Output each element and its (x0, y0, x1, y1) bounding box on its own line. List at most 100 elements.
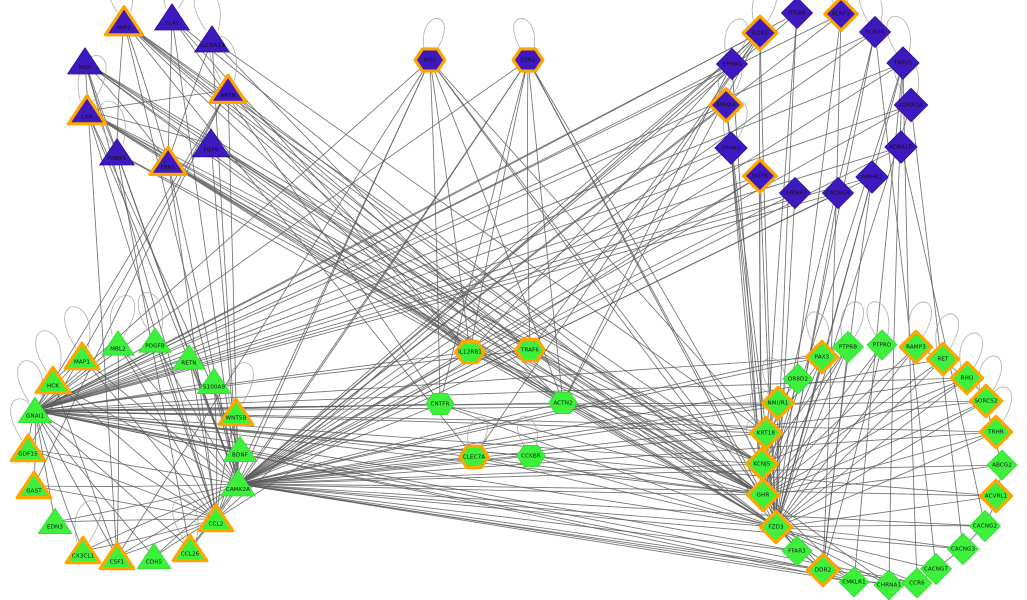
graph-node-pdgfb[interactable] (138, 327, 172, 353)
graph-node-cmklr1[interactable] (838, 566, 870, 598)
edge (775, 525, 986, 528)
graph-node-esr2[interactable] (511, 47, 545, 73)
graph-node-plat[interactable] (154, 3, 190, 31)
graph-node-scn3b[interactable] (859, 15, 891, 48)
graph-node-adra1d[interactable] (884, 130, 918, 164)
edge (237, 402, 564, 485)
graph-node-fzd3[interactable] (758, 509, 794, 545)
graph-node-ptprb[interactable] (832, 330, 864, 364)
edge (86, 110, 471, 353)
graph-node-pax3[interactable] (804, 339, 840, 375)
graph-node-hck[interactable] (34, 365, 72, 395)
graph-node-rho[interactable] (949, 360, 985, 396)
edge (469, 351, 764, 496)
graph-node-chrna7[interactable] (779, 176, 811, 210)
graph-node-map1[interactable] (63, 341, 101, 371)
graph-node-ffar3[interactable] (781, 535, 813, 567)
graph-node-irs1[interactable] (413, 47, 447, 73)
graph-node-ccl26[interactable] (171, 533, 209, 563)
graph-node-il12rb1[interactable] (454, 339, 486, 365)
graph-node-ccl2[interactable] (197, 503, 235, 533)
graph-node-s100a9[interactable] (196, 367, 232, 395)
graph-node-amhr2[interactable] (855, 160, 889, 194)
graph-node-nmur1[interactable] (760, 385, 796, 421)
graph-node-cntfr[interactable] (425, 392, 455, 416)
graph-node-gdf15[interactable] (9, 433, 47, 463)
graph-node-fgf9[interactable] (192, 128, 230, 158)
graph-node-slc6a12[interactable] (194, 25, 230, 53)
graph-node-lxn[interactable] (66, 94, 108, 126)
edge (86, 110, 217, 520)
graph-node-artn[interactable] (208, 73, 248, 105)
edge (34, 12, 798, 412)
graph-node-or8d2[interactable] (782, 363, 814, 395)
graph-node-abcg2[interactable] (986, 449, 1018, 481)
self-loop-edge (17, 360, 44, 403)
edge (227, 89, 531, 351)
graph-node-ghr[interactable] (745, 477, 781, 513)
graph-node-cacng2[interactable] (969, 509, 1001, 542)
edge (775, 62, 904, 528)
graph-node-traf6[interactable] (514, 337, 546, 363)
graph-node-ccr6[interactable] (901, 567, 933, 599)
edge (237, 432, 767, 485)
graph-node-gast[interactable] (15, 470, 53, 500)
edge (33, 485, 217, 520)
graph-node-acvrl1[interactable] (978, 478, 1014, 514)
graph-node-csf1[interactable] (98, 541, 136, 571)
graph-node-ngfr[interactable] (742, 158, 778, 194)
graph-node-krt18[interactable] (748, 415, 784, 451)
graph-node-edn3[interactable] (37, 507, 73, 534)
edge (116, 59, 431, 558)
edge (775, 13, 842, 528)
graph-node-mgp[interactable] (67, 47, 103, 75)
edge (853, 62, 904, 583)
graph-node-epha5[interactable] (716, 48, 748, 80)
graph-node-ptpro[interactable] (866, 329, 898, 361)
graph-node-fbn1[interactable] (148, 145, 188, 176)
graph-node-mip2[interactable] (103, 5, 145, 37)
graph-node-adra1a[interactable] (893, 87, 929, 123)
self-loop-edge (959, 332, 983, 371)
graph-node-bdnf[interactable] (222, 435, 258, 463)
graph-node-epha3[interactable] (714, 131, 748, 165)
graph-node-fnbp1[interactable] (99, 138, 135, 166)
graph-node-tprv1[interactable] (886, 46, 920, 80)
graph-node-camk2a[interactable] (220, 469, 256, 497)
graph-node-cacng4[interactable] (822, 176, 854, 210)
node-label-layer: MIP2PLATSLC6A12MGPARTNLXNFNBP1FBN1FGF9IR… (18, 11, 1012, 589)
edge (34, 176, 873, 412)
graph-node-wnt5b[interactable] (217, 397, 255, 427)
edge (34, 410, 764, 496)
edge (562, 402, 764, 496)
graph-node-chrna1[interactable] (873, 569, 905, 600)
graph-node-cx3cl1[interactable] (64, 535, 102, 565)
edge (167, 161, 217, 520)
graph-node-itga8[interactable] (781, 0, 813, 30)
edge (211, 39, 767, 434)
graph-node-sorcs2[interactable] (968, 383, 1004, 419)
graph-node-epha4[interactable] (708, 87, 744, 123)
graph-node-ddr2[interactable] (805, 552, 841, 588)
edge (34, 31, 876, 412)
graph-node-trhr[interactable] (978, 414, 1014, 450)
graph-node-klrf1[interactable] (823, 0, 859, 32)
graph-node-gnai1[interactable] (17, 396, 53, 424)
graph-node-mbl2[interactable] (101, 330, 135, 356)
edge (237, 483, 764, 496)
node-layer[interactable] (9, 0, 1018, 600)
graph-node-cacng3[interactable] (947, 533, 979, 565)
graph-node-cacng7[interactable] (920, 553, 952, 585)
graph-node-ret[interactable] (925, 341, 961, 377)
graph-node-cdh5[interactable] (136, 542, 172, 569)
graph-node-cckbr[interactable] (516, 444, 546, 468)
self-loop-edge (137, 292, 163, 333)
graph-node-clec7a[interactable] (458, 444, 490, 470)
graph-node-ramp3[interactable] (898, 329, 934, 365)
graph-node-il1r2[interactable] (741, 14, 779, 52)
graph-node-retn[interactable] (172, 344, 206, 370)
graph-node-actn2[interactable] (548, 391, 578, 415)
self-loop-edge (193, 0, 221, 31)
